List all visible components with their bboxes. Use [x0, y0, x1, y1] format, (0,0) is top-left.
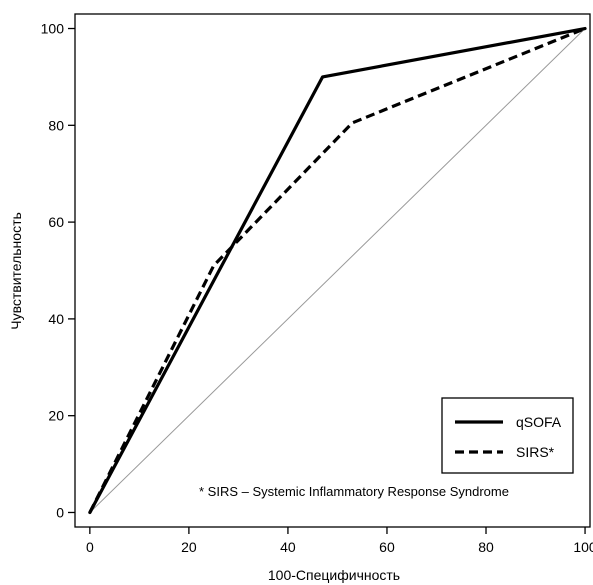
series-line-qsofa [88, 26, 587, 515]
x-tick-label: 0 [86, 539, 94, 555]
legend-layer: qSOFA SIRS* [441, 397, 574, 474]
x-axis-label: 100-Специфичность [268, 567, 400, 583]
y-tick-label: 100 [41, 21, 65, 37]
plot-layer [88, 26, 587, 515]
y-tick-label: 60 [48, 214, 64, 230]
y-tick-label: 20 [48, 408, 64, 424]
axis-layer: 0 20 40 60 80 100 0 20 40 60 80 100 [41, 13, 593, 555]
legend-label-sirs: SIRS* [516, 444, 555, 460]
reference-diagonal [89, 28, 586, 513]
y-tick-label: 0 [56, 504, 64, 520]
footnote-annotation: * SIRS – Systemic Inflammatory Response … [199, 484, 509, 499]
legend-label-qsofa: qSOFA [516, 414, 562, 430]
y-tick-label: 80 [48, 117, 64, 133]
y-axis-label: Чувствительность [8, 212, 24, 330]
legend-box [441, 397, 574, 474]
y-tick-label: 40 [48, 311, 64, 327]
plot-frame [74, 13, 591, 528]
x-tick-label: 80 [478, 539, 494, 555]
x-tick-label: 60 [379, 539, 395, 555]
x-tick-label: 40 [280, 539, 296, 555]
x-tick-label: 100 [573, 539, 593, 555]
x-tick-label: 20 [181, 539, 197, 555]
